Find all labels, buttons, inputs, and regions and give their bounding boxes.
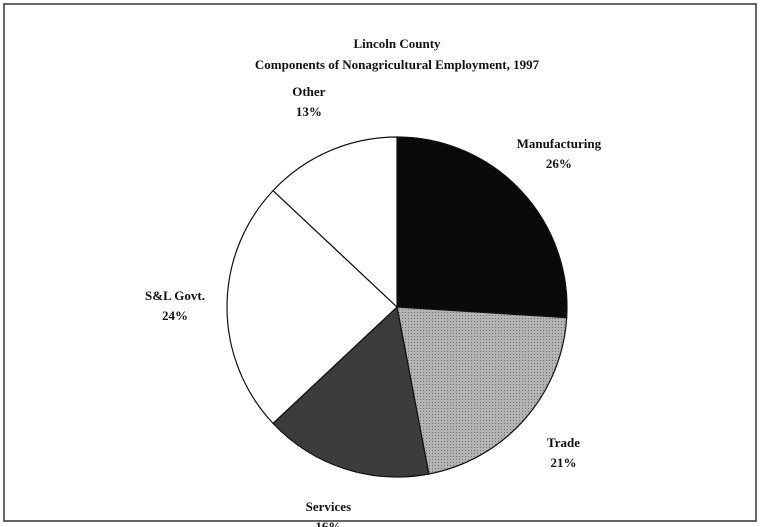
slice-label: Trade — [547, 435, 580, 450]
slice-label: Manufacturing — [517, 136, 602, 151]
slice-label: S&L Govt. — [145, 288, 205, 303]
pie-slice — [226, 189, 398, 425]
slice-label: Services — [306, 499, 351, 514]
slice-value-label: 21% — [551, 455, 577, 470]
pie-slice — [272, 136, 398, 309]
slice-label: Other — [292, 84, 325, 99]
chart-subtitle: Components of Nonagricultural Employment… — [255, 57, 540, 72]
chart-title: Lincoln County — [353, 36, 441, 51]
slice-value-label: 13% — [296, 104, 322, 119]
pie-slice — [396, 136, 568, 319]
frame — [3, 3, 757, 522]
pie-slice — [396, 306, 568, 475]
slice-value-label: 24% — [162, 308, 188, 323]
pie-slice — [272, 305, 430, 478]
slice-value-label: 26% — [546, 156, 572, 171]
slice-value-label: 16% — [315, 519, 341, 527]
